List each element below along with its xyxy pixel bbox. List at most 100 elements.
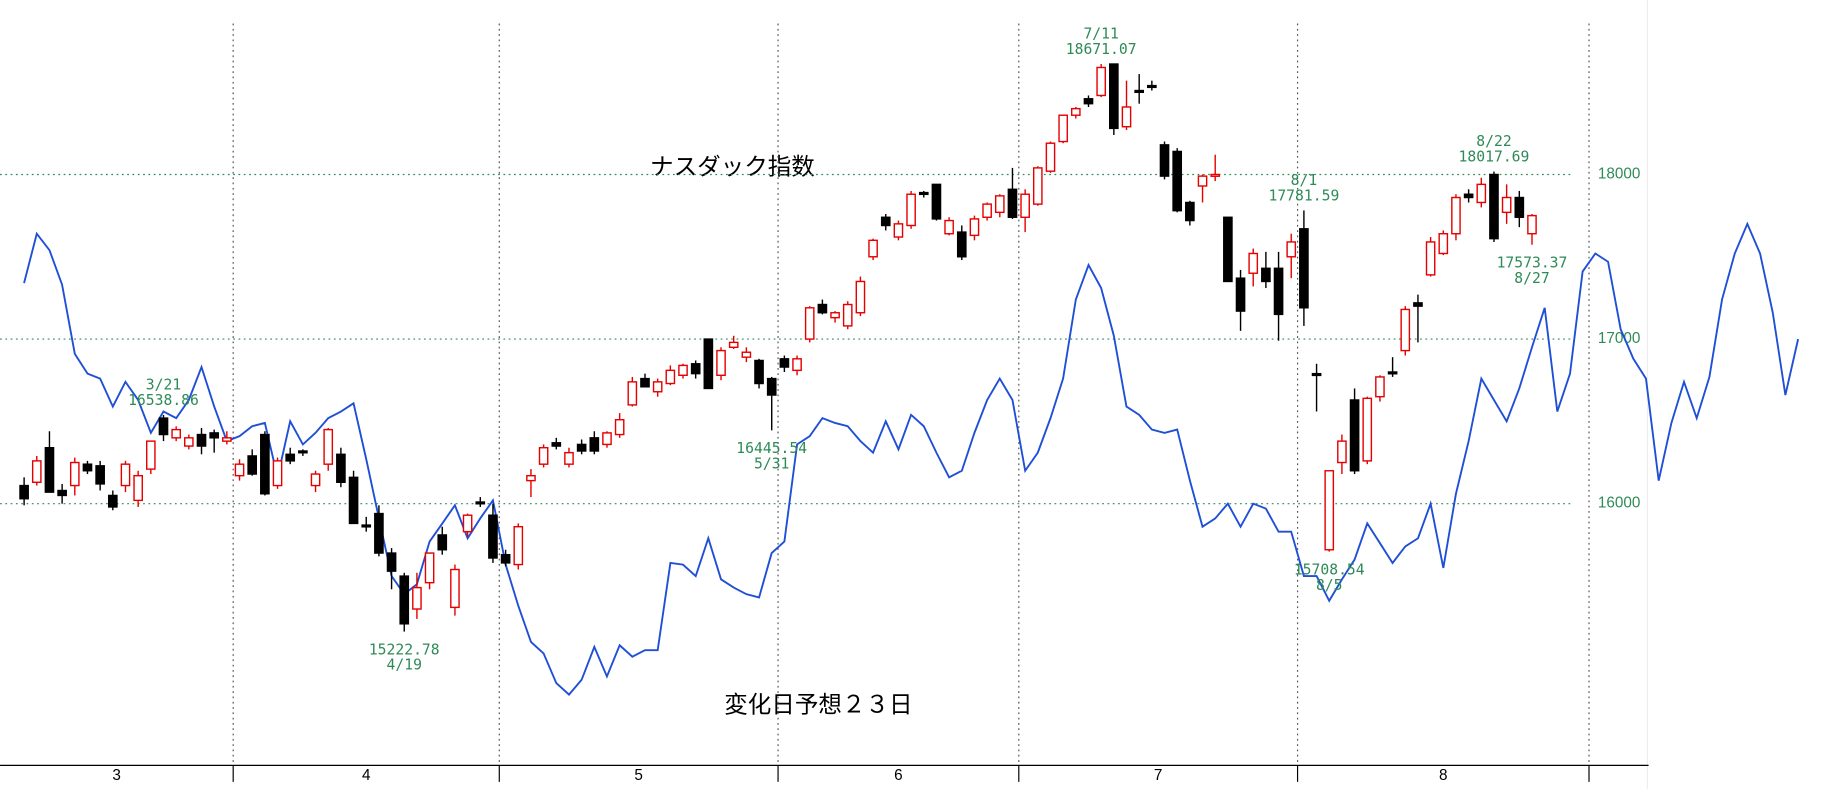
candle-body (82, 463, 93, 472)
candle-body (1121, 106, 1132, 128)
candle-body (1337, 440, 1347, 464)
candle-body (1223, 216, 1233, 283)
candle-body (298, 450, 308, 454)
candle-body (57, 489, 67, 497)
candle-body (145, 440, 156, 470)
annotation-value: 18671.07 (1066, 41, 1137, 58)
candle-body (994, 195, 1005, 214)
candle-body (1134, 89, 1145, 94)
candle-body (158, 417, 169, 436)
candle-body (1058, 114, 1068, 143)
candle-body (196, 433, 207, 447)
candle-body (1083, 98, 1094, 105)
candle-body (551, 442, 562, 447)
candle-body (1311, 372, 1322, 377)
candle-body (437, 534, 448, 551)
candle-body (184, 437, 194, 447)
candle-body (120, 463, 131, 487)
annotation-date: 7/11 (1083, 26, 1118, 43)
candle-body (19, 484, 29, 500)
candle-body (222, 437, 232, 442)
candle-body (703, 338, 714, 390)
candle-body (386, 552, 397, 572)
x-tick-label: 6 (894, 767, 903, 784)
candle-body (931, 183, 942, 220)
x-tick-label: 5 (634, 767, 643, 784)
candle-body (766, 377, 777, 396)
candle-body (475, 501, 486, 505)
candle-body (323, 428, 334, 465)
annotation-date: 8/5 (1316, 577, 1343, 594)
candle-body (842, 303, 853, 327)
candle-body (500, 553, 511, 564)
candle-body (1286, 241, 1297, 258)
candle-body (1451, 196, 1461, 235)
candle-body (1147, 84, 1157, 89)
candle-body (830, 312, 840, 319)
candle-body (1210, 173, 1221, 177)
annotation-value: 15708.54 (1294, 561, 1365, 578)
candle-body (538, 447, 549, 465)
candle-body (1248, 252, 1259, 274)
candle-body (95, 465, 105, 485)
candle-body (285, 453, 296, 462)
candle-body (906, 193, 916, 227)
candle-body (576, 443, 587, 452)
candle-body (399, 575, 410, 625)
candle-body (652, 381, 663, 393)
candle-body (880, 216, 891, 227)
candle-body (855, 280, 866, 314)
annotation-value: 17573.37 (1497, 255, 1568, 272)
candle-body (1527, 214, 1537, 235)
candle-body (1400, 308, 1411, 352)
annotation-date: 4/19 (387, 657, 422, 674)
candle-body (1273, 267, 1284, 316)
candle-body (171, 428, 181, 439)
candle-body (348, 476, 359, 525)
annotation-value: 15222.78 (369, 641, 440, 658)
candle-body (779, 358, 790, 368)
candle-body (31, 460, 42, 483)
candle-body (893, 223, 904, 238)
x-tick-label: 7 (1154, 767, 1163, 784)
candle-body (804, 307, 815, 340)
indicator-line (23, 221, 1800, 696)
annotation-date: 8/27 (1514, 270, 1549, 287)
annotation-value: 17781.59 (1268, 187, 1339, 204)
x-tick-label: 3 (112, 767, 121, 784)
candle-body (589, 437, 600, 452)
candle-body (1489, 173, 1499, 240)
candle-body (602, 432, 612, 446)
chart-subtitle: 変化日予想２３日 (724, 692, 912, 718)
candle-body (1463, 193, 1474, 199)
candle-body (1007, 188, 1018, 218)
annotation-value: 16538.86 (128, 392, 199, 409)
candle-body (450, 568, 460, 609)
candle-body (462, 514, 473, 533)
candle-body (107, 494, 118, 508)
candle-body (1387, 371, 1398, 375)
annotation-date: 3/21 (146, 377, 181, 394)
x-tick-label: 8 (1439, 767, 1448, 784)
y-tick-label: 16000 (1598, 495, 1641, 512)
candle-body (1261, 267, 1271, 283)
annotation-value: 18017.69 (1459, 148, 1530, 165)
candle-body (272, 460, 283, 487)
candle-body (741, 351, 752, 358)
candle-body (310, 473, 321, 487)
y-tick-label: 17000 (1598, 330, 1641, 347)
candle-body (1020, 193, 1030, 218)
candle-body (918, 191, 929, 196)
candle-body (1476, 183, 1487, 204)
candle-body (1197, 175, 1208, 187)
candle-body (526, 474, 536, 482)
candle-body (1413, 302, 1423, 307)
candle-body (564, 451, 574, 465)
annotation-date: 8/1 (1291, 172, 1318, 189)
annotation-date: 5/31 (754, 455, 789, 472)
candle-body (513, 526, 524, 566)
candle-body (754, 359, 764, 385)
candle-body (1185, 201, 1195, 222)
candle-body (44, 447, 55, 493)
